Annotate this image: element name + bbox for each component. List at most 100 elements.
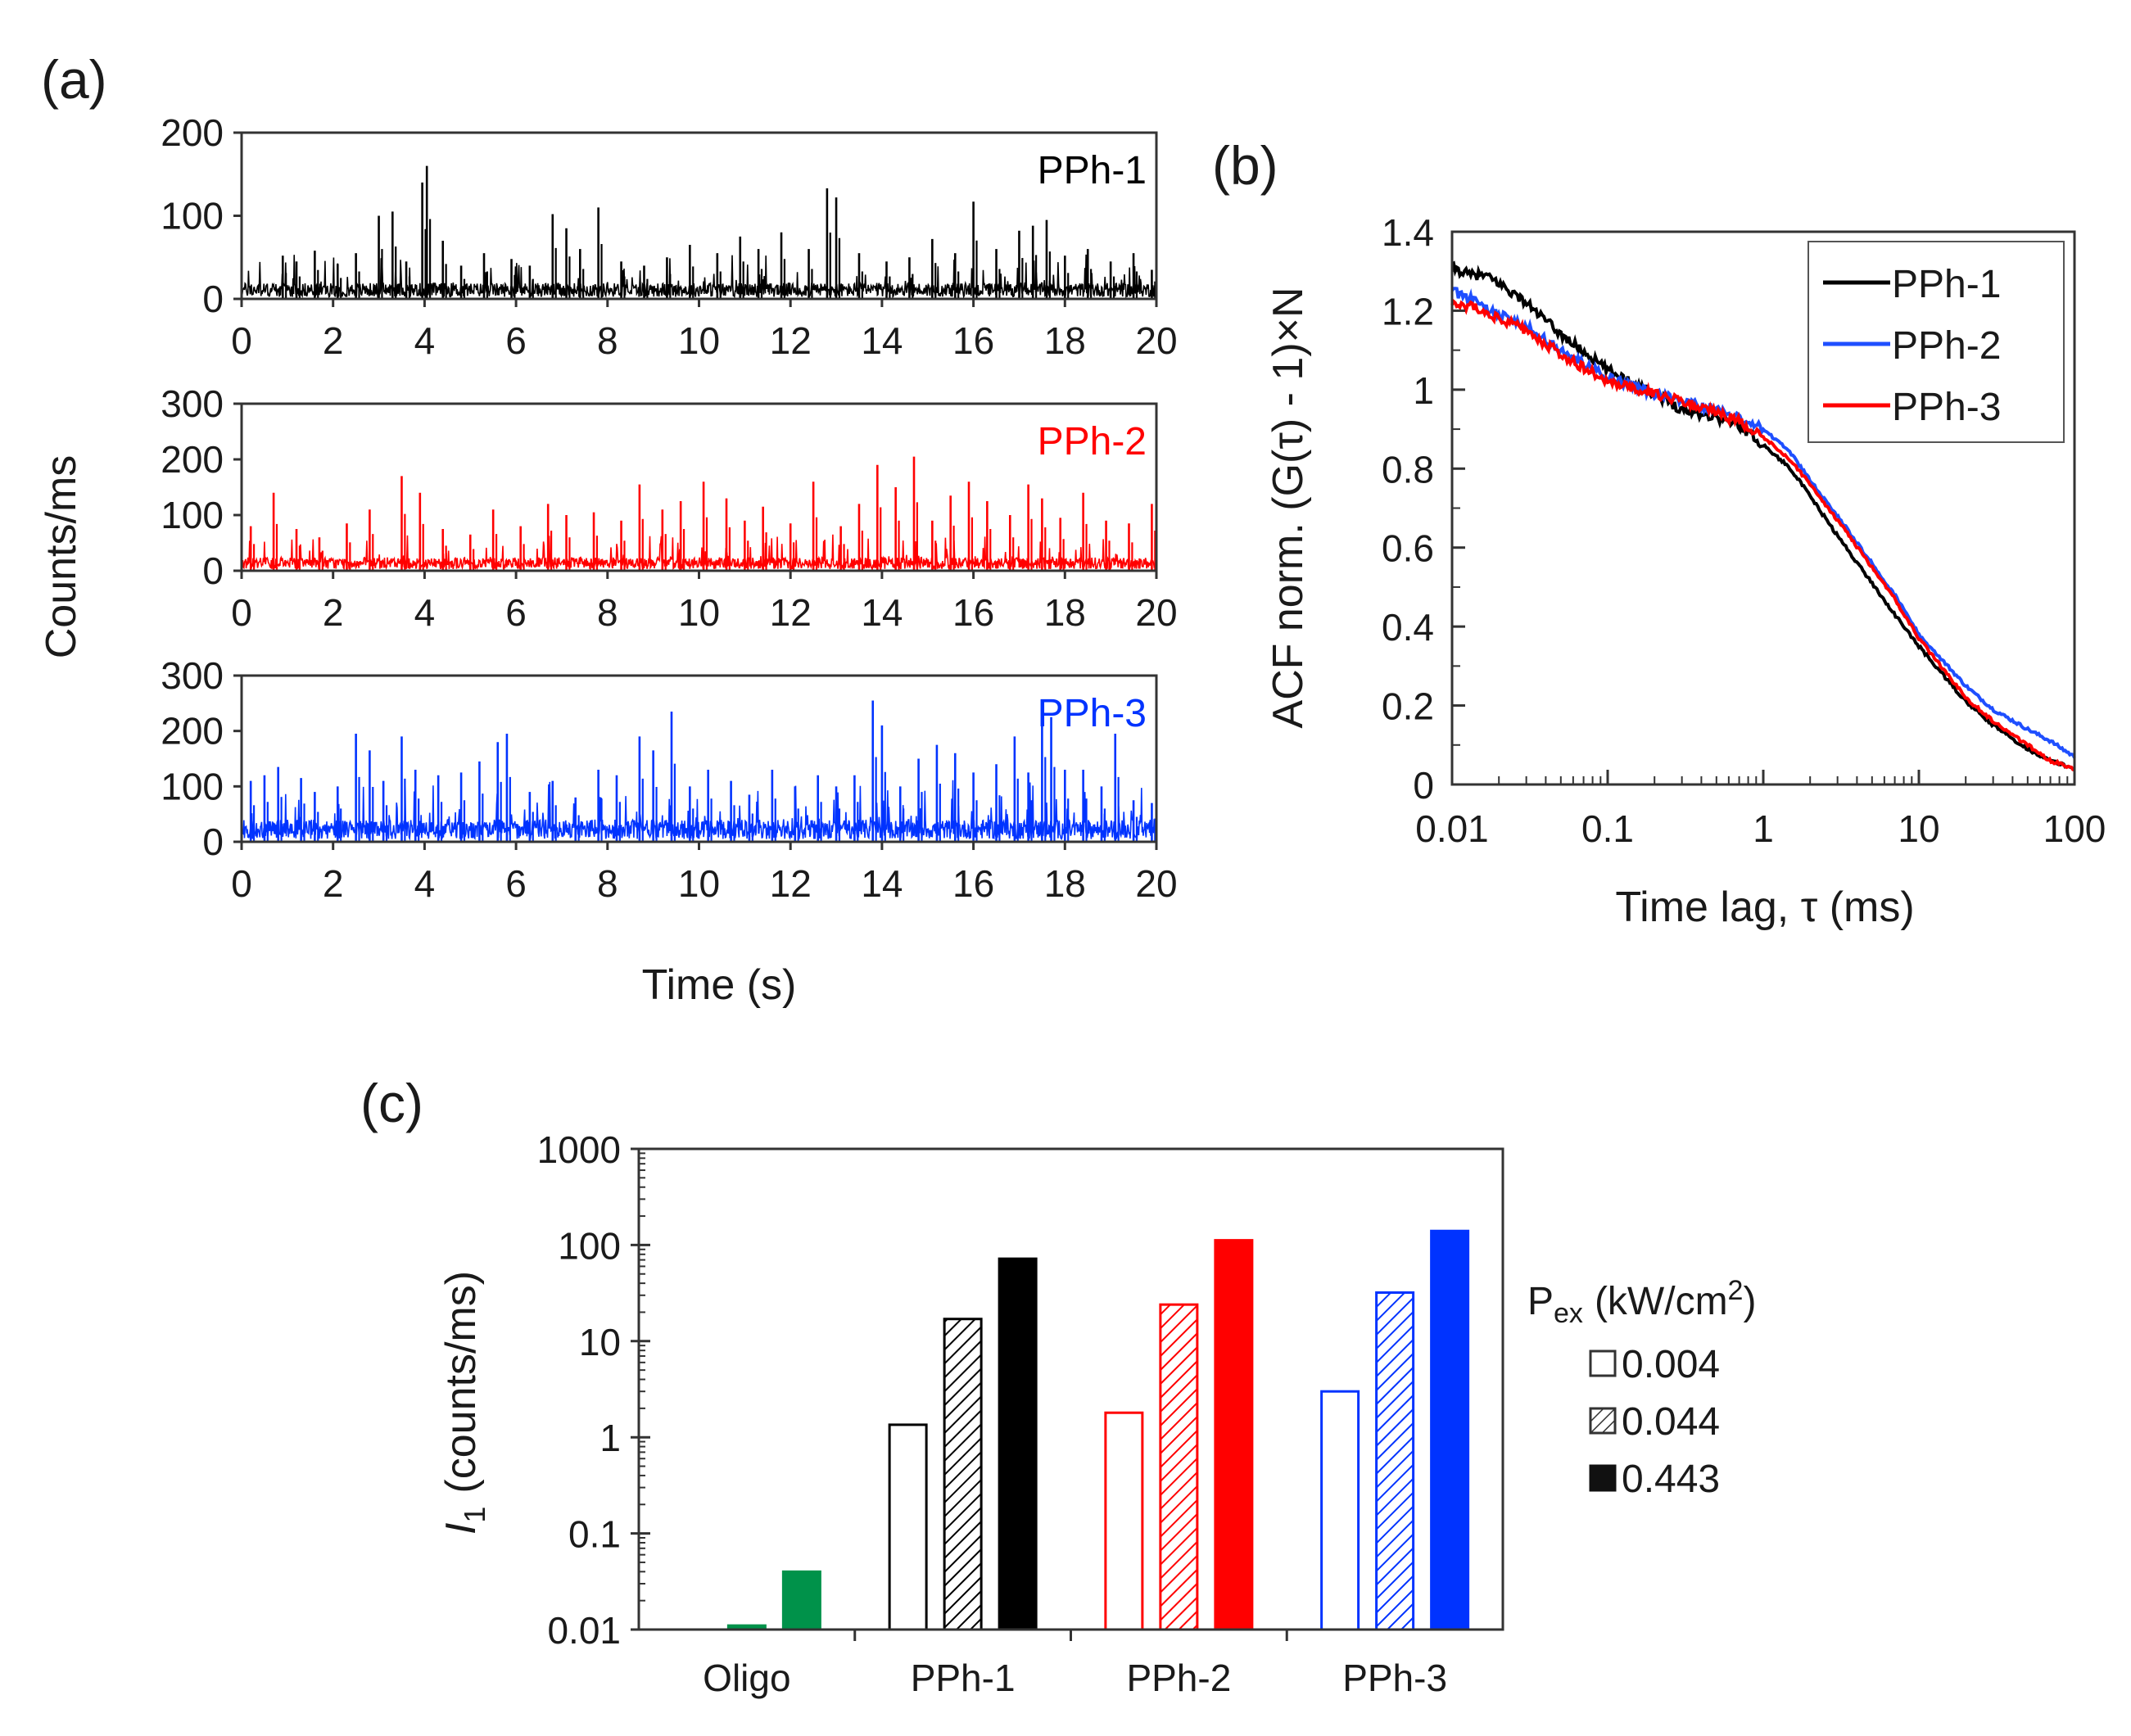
x-tick-label: 8	[597, 862, 618, 905]
x-tick-label: 0	[231, 591, 252, 634]
legend-c-filled-swatch	[1589, 1464, 1617, 1492]
panel-a-x-axis-title: Time (s)	[642, 961, 797, 1009]
panel-b-y-axis-title: ACF norm. (G(τ) - 1)×N	[1265, 287, 1312, 728]
legend-c-title-close: )	[1743, 1280, 1756, 1323]
x-tick-label: 10	[678, 591, 720, 634]
panel-c-y-subscript: 1	[458, 1507, 491, 1523]
bar-oligo-filled	[781, 1570, 821, 1631]
y-tick-label: 100	[161, 494, 224, 536]
trace-label-pph-3: PPh-3	[1038, 692, 1147, 735]
x-tick-label: 10	[678, 862, 720, 905]
trace-label-pph-2: PPh-2	[1038, 420, 1147, 463]
bar-group-oligo: Oligo	[703, 1570, 821, 1699]
bar-pph-3-open	[1320, 1390, 1360, 1631]
x-tick-label: 10	[678, 319, 720, 362]
acf-legend-label: PPh-2	[1892, 324, 2001, 368]
y-tick-label: 100	[161, 765, 224, 807]
legend-c-title: Pex (kW/cm2)	[1527, 1275, 1756, 1329]
legend-c-label-0004: 0.004	[1622, 1343, 1720, 1386]
y-tick-label: 1	[599, 1417, 621, 1459]
trace-baseline-pph-1	[241, 254, 1157, 300]
bar-pph-2-hatched	[1159, 1303, 1199, 1631]
panel-c-legend: Pex (kW/cm2) 0.004 0.044 0.443	[1527, 1275, 1756, 1501]
panel-c-y-axis-title: I1 (counts/ms)	[437, 1271, 491, 1535]
y-tick-label: 1	[1413, 369, 1434, 412]
legend-c-label-0443: 0.443	[1622, 1458, 1720, 1501]
x-tick-label: 6	[505, 319, 527, 362]
panel-b-autocorrelation: 00.20.40.60.811.21.40.01 0.1 1 10 100PPh-1PP…	[1382, 211, 2106, 850]
bar-pph-3-filled	[1430, 1229, 1470, 1631]
acf-legend-label: PPh-1	[1892, 263, 2001, 306]
panel-b-label: (b)	[1212, 135, 1278, 196]
x-tick-label: 14	[861, 591, 903, 634]
bar-pph-2-open	[1104, 1411, 1144, 1631]
category-label: PPh-1	[911, 1657, 1016, 1699]
y-tick-label: 1.4	[1382, 211, 1434, 254]
panel-c-label: (c)	[360, 1073, 423, 1133]
category-label: PPh-3	[1342, 1657, 1447, 1699]
x-tick-label: 0	[231, 862, 252, 905]
x-tick-label: 10	[1898, 807, 1939, 850]
panel-c-y-units: (counts/ms)	[437, 1271, 485, 1494]
y-tick-label: 0.1	[568, 1513, 621, 1556]
x-tick-label: 18	[1044, 319, 1086, 362]
x-tick-label: 2	[323, 591, 344, 634]
x-tick-label: 16	[952, 862, 994, 905]
category-label: Oligo	[703, 1657, 790, 1699]
x-tick-label: 2	[323, 319, 344, 362]
trace-frame	[240, 674, 1158, 843]
x-tick-label: 14	[861, 319, 903, 362]
panel-a-y-axis-title: Counts/ms	[38, 455, 85, 659]
y-tick-label: 1000	[537, 1128, 621, 1171]
y-tick-label: 0	[202, 549, 224, 592]
acf-line-pph-3	[1450, 298, 2075, 772]
legend-c-title-units: (kW/cm	[1595, 1280, 1728, 1323]
legend-c-hatched-swatch	[1589, 1407, 1617, 1435]
y-tick-label: 0.01	[547, 1609, 621, 1652]
x-tick-label: 12	[770, 862, 812, 905]
x-tick-label: 0	[231, 319, 252, 362]
y-tick-label: 0	[202, 278, 224, 320]
y-tick-label: 100	[161, 195, 224, 237]
x-tick-label: 12	[770, 319, 812, 362]
x-tick-label: 6	[505, 862, 527, 905]
y-tick-label: 200	[161, 710, 224, 753]
y-tick-label: 10	[579, 1321, 621, 1363]
x-tick-label: 16	[952, 319, 994, 362]
y-tick-label: 0	[1413, 764, 1434, 807]
y-tick-label: 1.2	[1382, 290, 1434, 332]
x-tick-label: 2	[323, 862, 344, 905]
y-tick-label: 0.8	[1382, 448, 1434, 491]
trace-frame	[240, 402, 1158, 572]
x-tick-label: 14	[861, 862, 903, 905]
bar-pph-3-hatched	[1375, 1291, 1415, 1631]
y-tick-label: 300	[161, 382, 224, 425]
x-tick-label: 8	[597, 591, 618, 634]
y-tick-label: 0.6	[1382, 527, 1434, 570]
bar-pph-1-filled	[998, 1257, 1038, 1631]
x-tick-label: 12	[770, 591, 812, 634]
panel-c-bar-chart: Oligo PPh-1 PPh-2 PPh-3 0.01 0.1 1 10 100 1000	[537, 1128, 1504, 1699]
bar-pph-2-filled	[1214, 1239, 1254, 1631]
x-tick-label: 4	[414, 319, 436, 362]
trace-panel-pph-1: 0 100 200 0 2 4 6 8 10 12 14 16 18 20 PPh-1	[161, 111, 1177, 362]
x-tick-label: 0.1	[1581, 807, 1634, 850]
bar-frame	[637, 1147, 1504, 1631]
x-tick-label: 8	[597, 319, 618, 362]
x-tick-label: 20	[1135, 319, 1177, 362]
x-tick-label: 0.01	[1415, 807, 1489, 850]
x-tick-label: 16	[952, 591, 994, 634]
panel-c-y-symbol: I	[437, 1523, 485, 1535]
y-tick-label: 0.2	[1382, 685, 1434, 728]
bar-pph-1-hatched	[943, 1318, 983, 1631]
legend-c-open-swatch	[1589, 1349, 1617, 1377]
category-label: PPh-2	[1126, 1657, 1231, 1699]
acf-legend-label: PPh-3	[1892, 386, 2001, 429]
bar-group-pph-3: PPh-3	[1320, 1229, 1470, 1699]
x-tick-label: 100	[2043, 807, 2106, 850]
y-tick-label: 200	[161, 111, 224, 154]
bar-group-pph-1: PPh-1	[888, 1257, 1038, 1699]
legend-c-label-0044: 0.044	[1622, 1400, 1720, 1444]
